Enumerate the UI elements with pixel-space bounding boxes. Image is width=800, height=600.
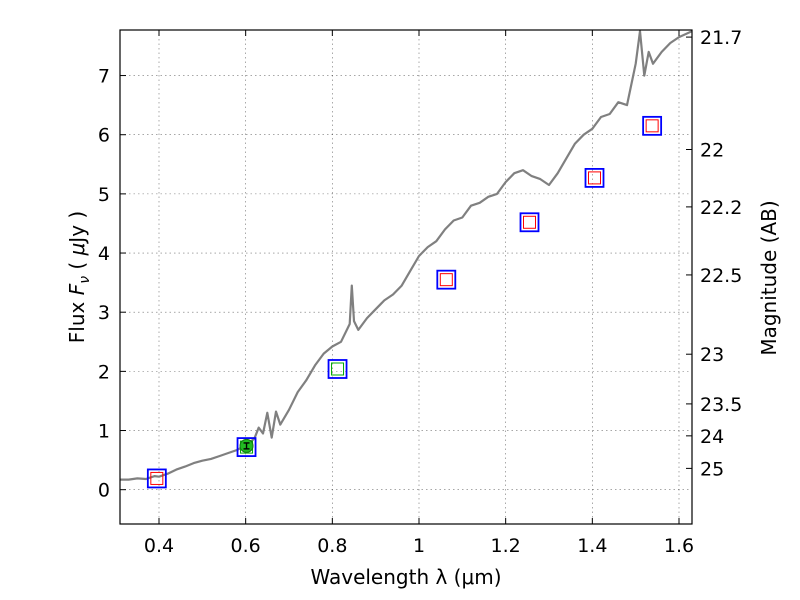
y-tick-label: 6 xyxy=(98,125,110,147)
x-tick-label: 1.6 xyxy=(664,535,694,557)
y-axis-title-prefix: Flux xyxy=(65,295,89,343)
right-axis-title: Magnitude (AB) xyxy=(757,200,781,355)
photometry-point xyxy=(327,359,348,379)
right-tick-label: 21.7 xyxy=(700,27,742,49)
filter-flux-box xyxy=(523,215,536,229)
photometry-point xyxy=(436,269,457,290)
model-flux-box xyxy=(519,212,540,233)
grid xyxy=(120,30,692,524)
y-tick-label: 5 xyxy=(98,184,110,206)
x-tick-label: 0.6 xyxy=(231,535,261,557)
spectrum-line xyxy=(120,30,692,481)
model-flux-box xyxy=(327,359,348,379)
photometry-points xyxy=(146,115,663,489)
right-tick-label: 22 xyxy=(700,140,724,162)
y-axis-title-symbol: F xyxy=(65,283,89,295)
axis-ticks xyxy=(120,30,692,524)
right-tick-label: 24 xyxy=(700,426,724,448)
photometry-point xyxy=(236,437,257,457)
x-tick-label: 0.4 xyxy=(144,535,174,557)
y-axis-title-subscript: ν xyxy=(77,276,93,284)
filter-flux-box xyxy=(588,171,601,185)
tick-labels: 0.4 0.6 0.8 1 1.2 1.4 1.60123456721.72222.222.… xyxy=(98,27,742,557)
filter-flux-box xyxy=(331,362,345,376)
y-axis-title-unit: Jy ) xyxy=(65,211,89,245)
model-flux-box xyxy=(436,269,457,290)
photometry-point xyxy=(519,212,540,233)
photometry-point xyxy=(584,168,605,188)
y-axis-title: Flux Fν ( μJy ) xyxy=(65,211,93,343)
plot-frame xyxy=(119,29,693,525)
filter-flux-box xyxy=(645,119,659,133)
x-axis-title: Wavelength λ (μm) xyxy=(310,565,501,589)
model-flux-box xyxy=(146,468,167,489)
filter-flux-box xyxy=(439,273,453,287)
y-axis-title-mu: μ xyxy=(65,243,89,257)
x-tick-label: 1 xyxy=(413,535,425,557)
x-tick-label: 0.8 xyxy=(317,535,347,557)
y-tick-label: 4 xyxy=(98,243,110,265)
right-tick-label: 22.5 xyxy=(700,265,742,287)
right-tick-label: 25 xyxy=(700,458,724,480)
y-tick-label: 2 xyxy=(98,361,110,383)
x-tick-label: 1.4 xyxy=(577,535,607,557)
y-tick-label: 0 xyxy=(98,480,110,502)
photometry-point xyxy=(146,468,167,489)
model-flux-box xyxy=(584,168,605,188)
x-tick-label: 1.2 xyxy=(491,535,521,557)
filter-flux-box xyxy=(150,471,164,485)
y-tick-label: 1 xyxy=(98,421,110,443)
y-tick-label: 3 xyxy=(98,302,110,324)
photometry-point xyxy=(642,115,663,136)
y-tick-label: 7 xyxy=(98,66,110,88)
model-flux-box xyxy=(236,437,257,457)
model-flux-box xyxy=(642,115,663,136)
right-tick-label: 22.2 xyxy=(700,197,742,219)
y-axis-title-open: ( xyxy=(65,255,89,276)
right-tick-label: 23.5 xyxy=(700,394,742,416)
plot-area xyxy=(120,30,692,489)
right-tick-label: 23 xyxy=(700,344,724,366)
